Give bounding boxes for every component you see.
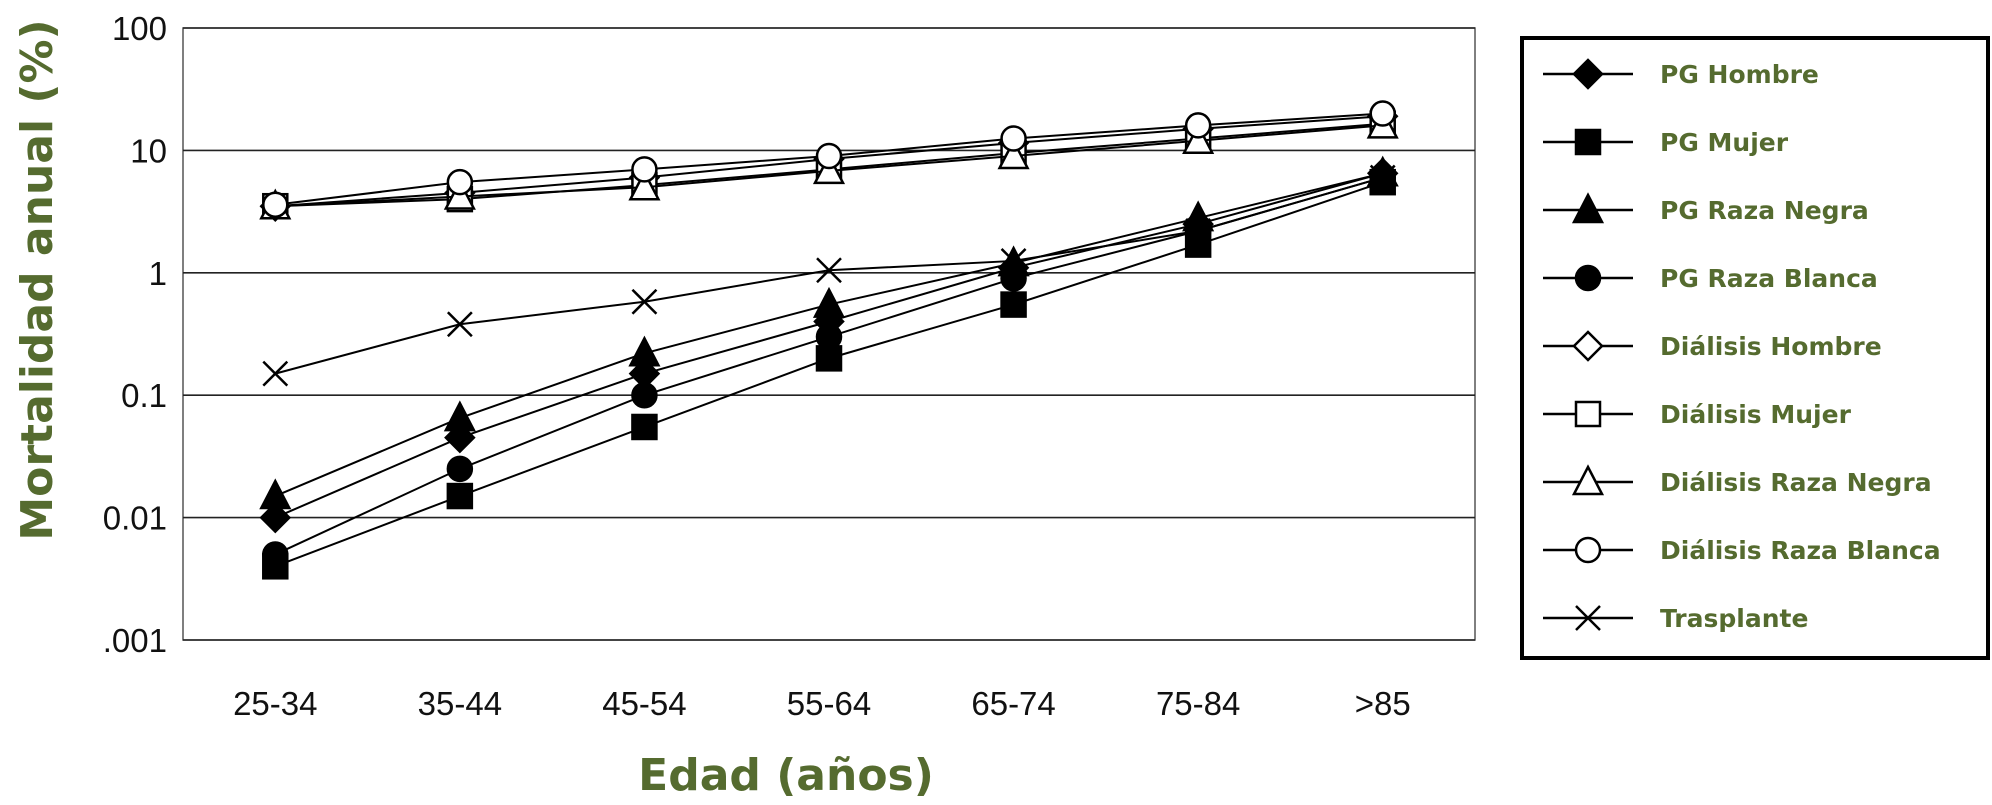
x-tick-label: 35-44 — [418, 685, 502, 722]
data-point — [1000, 248, 1027, 274]
legend-label: PG Mujer — [1660, 128, 1789, 157]
data-point — [997, 138, 1030, 170]
legend-label: Trasplante — [1660, 604, 1808, 633]
data-point — [1000, 265, 1027, 292]
data-point — [446, 311, 473, 338]
legend-marker — [1574, 536, 1602, 564]
series-8 — [262, 100, 1396, 218]
x-axis-title: Edad (años) — [638, 750, 934, 801]
data-point — [1184, 112, 1212, 139]
legend-item: PG Mujer — [1543, 128, 1789, 157]
legend-label: Diálisis Hombre — [1660, 332, 1882, 361]
x-tick-label: 65-74 — [971, 685, 1055, 722]
data-point — [631, 156, 658, 183]
data-point — [1000, 291, 1027, 318]
data-point — [812, 153, 846, 185]
legend-item: Diálisis Raza Blanca — [1543, 536, 1941, 565]
legend-marker — [1574, 128, 1602, 156]
y-tick-label: 100 — [112, 10, 167, 47]
data-point — [631, 381, 658, 409]
data-point — [816, 257, 842, 284]
y-tick-label: 0.01 — [103, 500, 167, 537]
x-tick-label: 45-54 — [602, 685, 686, 722]
data-point — [631, 288, 658, 315]
data-point — [262, 191, 289, 218]
legend-label: Diálisis Raza Blanca — [1660, 536, 1941, 565]
data-point — [812, 286, 846, 318]
data-point — [259, 478, 292, 510]
legend-marker — [1574, 400, 1602, 428]
legend-item: Diálisis Raza Negra — [1543, 464, 1932, 497]
data-point — [259, 501, 292, 534]
x-tick-label: 55-64 — [787, 685, 871, 722]
legend-marker — [1572, 58, 1604, 90]
data-point — [1369, 164, 1396, 191]
y-tick-label: 10 — [130, 132, 167, 169]
legend-item: PG Raza Blanca — [1543, 264, 1878, 293]
legend-item: Trasplante — [1543, 604, 1808, 633]
legend: PG Hombre PG Mujer PG Raza Negra PG Raza Bl… — [1520, 36, 1990, 660]
y-tick-label: 1 — [149, 255, 167, 292]
legend-marker — [1572, 330, 1604, 362]
data-point — [815, 142, 843, 170]
x-tick-label: 25-34 — [233, 685, 317, 722]
series-9 — [262, 164, 1396, 387]
y-tick-label: .001 — [103, 622, 167, 659]
legend-marker — [1575, 605, 1601, 631]
data-point — [628, 335, 661, 367]
data-point — [443, 400, 476, 432]
data-point — [446, 168, 474, 196]
y-axis-ticks: 100 10 1 0.1 0.01 .001 — [103, 10, 167, 659]
legend-label: PG Raza Blanca — [1660, 264, 1878, 293]
legend-item: Diálisis Mujer — [1543, 400, 1852, 429]
data-point — [1185, 218, 1212, 244]
x-tick-label: >85 — [1355, 685, 1411, 722]
y-tick-label: 0.1 — [121, 377, 167, 414]
series-layer — [259, 100, 1399, 580]
legend-label: PG Hombre — [1660, 60, 1819, 89]
data-point — [1000, 125, 1027, 152]
y-axis-title: Mortalidad anual (%) — [12, 19, 63, 540]
data-point — [1182, 122, 1215, 154]
x-axis-ticks: 25-34 35-44 45-54 55-64 65-74 75-84 >85 — [233, 685, 1411, 722]
data-point — [815, 323, 843, 351]
data-point — [815, 345, 843, 372]
legend-item: PG Raza Negra — [1543, 192, 1869, 225]
legend-label: Diálisis Raza Negra — [1660, 468, 1932, 497]
legend-marker — [1574, 264, 1602, 292]
grid-lines — [183, 27, 1475, 641]
legend-label: PG Raza Negra — [1660, 196, 1869, 225]
legend-label: Diálisis Mujer — [1660, 400, 1852, 429]
data-point — [446, 455, 474, 483]
data-point — [1369, 100, 1396, 127]
legend-marker — [1571, 464, 1605, 496]
x-tick-label: 75-84 — [1156, 685, 1240, 722]
data-point — [262, 541, 289, 568]
data-point — [262, 360, 289, 387]
legend-marker — [1571, 192, 1605, 224]
data-point — [446, 482, 474, 510]
series-line — [274, 181, 1384, 568]
legend-item: Diálisis Hombre — [1543, 330, 1882, 362]
data-point — [628, 169, 661, 201]
legend-item: PG Hombre — [1543, 58, 1819, 90]
data-point — [631, 413, 658, 441]
